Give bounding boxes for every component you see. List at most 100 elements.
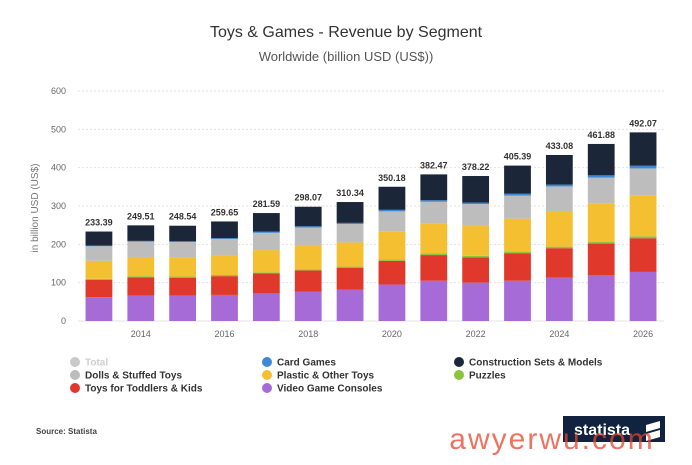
y-tick-label: 300 bbox=[51, 201, 66, 211]
bar-segment bbox=[587, 177, 615, 204]
bar-segment bbox=[169, 277, 197, 296]
bar-segment bbox=[252, 273, 280, 294]
bar-segment bbox=[629, 165, 657, 169]
x-tick-label: 2020 bbox=[382, 329, 402, 339]
legend-label: Puzzles bbox=[469, 371, 506, 382]
total-value-label: 378.22 bbox=[462, 162, 490, 172]
y-tick-label: 200 bbox=[51, 239, 66, 249]
legend-label: Card Games bbox=[277, 358, 336, 369]
bar-segment bbox=[336, 224, 364, 243]
total-value-label: 259.65 bbox=[211, 207, 239, 217]
bar-segment bbox=[629, 238, 657, 272]
total-value-label: 310.34 bbox=[336, 188, 364, 198]
bar-segment bbox=[85, 279, 113, 298]
bar-segment bbox=[545, 184, 573, 187]
bar-segment bbox=[211, 276, 238, 295]
bar-segment bbox=[127, 240, 155, 242]
legend-label: Total bbox=[85, 358, 108, 369]
bar-segment bbox=[420, 253, 448, 256]
bar-segment bbox=[85, 231, 113, 246]
bar-segment bbox=[211, 275, 238, 277]
legend-label: Video Game Consoles bbox=[277, 384, 383, 395]
bar-segment bbox=[545, 248, 573, 278]
bar-segment bbox=[294, 206, 322, 227]
bar-segment bbox=[420, 223, 448, 254]
bar-segment bbox=[504, 251, 531, 254]
total-value-label: 405.39 bbox=[504, 152, 532, 162]
bar-segment bbox=[462, 257, 490, 283]
bar-segment bbox=[420, 174, 448, 201]
bar-segment bbox=[378, 260, 406, 285]
bar-segment bbox=[462, 225, 490, 256]
bar-segment bbox=[127, 225, 155, 241]
bar-segment bbox=[85, 246, 113, 261]
bar-segment bbox=[294, 226, 322, 228]
total-value-label: 492.07 bbox=[629, 118, 657, 128]
legend-marker bbox=[70, 370, 80, 380]
bar-segment bbox=[252, 250, 280, 273]
bar-segment bbox=[336, 242, 364, 267]
bar-segment bbox=[294, 245, 322, 270]
source-note: Source: Statista bbox=[36, 427, 97, 436]
bar-segment bbox=[169, 276, 197, 278]
bar-segment bbox=[127, 256, 155, 277]
bar-segment bbox=[504, 195, 531, 219]
bar-segment bbox=[336, 266, 364, 268]
bar-segment bbox=[545, 186, 573, 211]
y-tick-label: 400 bbox=[51, 163, 66, 173]
bar-segment bbox=[545, 246, 573, 249]
bar-segment bbox=[504, 218, 531, 252]
chart-subtitle: Worldwide (billion USD (US$)) bbox=[259, 49, 434, 64]
bar-segment bbox=[545, 210, 573, 247]
bar-segment bbox=[587, 241, 615, 244]
bar-segment bbox=[294, 270, 322, 292]
bar-segment bbox=[378, 211, 406, 232]
bar-segment bbox=[252, 213, 280, 232]
y-axis-label: in billion USD (US$) bbox=[30, 164, 41, 253]
bar-segment bbox=[545, 277, 573, 321]
y-tick-label: 500 bbox=[51, 124, 66, 134]
grid-lines bbox=[78, 90, 664, 322]
y-tick-labels: 0 100 200 300 400 500 600 bbox=[51, 86, 66, 326]
x-tick-label: 2022 bbox=[466, 329, 486, 339]
bar-segment bbox=[378, 259, 406, 261]
statista-brand-text: statista bbox=[574, 422, 630, 439]
bar-segment bbox=[420, 201, 448, 224]
bar-segment bbox=[378, 209, 406, 212]
bar-segment bbox=[127, 295, 155, 321]
x-tick-labels: 2014 2016 2018 2020 2022 2024 2026 bbox=[131, 329, 653, 339]
total-value-labels: 233.39 249.51 248.54 259.65 281.59 298.07 310.… bbox=[85, 118, 657, 227]
total-value-label: 382.47 bbox=[420, 160, 448, 170]
bar-segment bbox=[545, 154, 573, 185]
legend-marker bbox=[454, 357, 464, 367]
bar-segment bbox=[462, 255, 490, 258]
y-tick-label: 0 bbox=[61, 316, 66, 326]
bar-segment bbox=[252, 272, 280, 274]
bar-segment bbox=[252, 293, 280, 321]
bar-segment bbox=[336, 267, 364, 290]
bar-segment bbox=[462, 204, 490, 226]
bar-segment bbox=[462, 282, 490, 321]
bar-segment bbox=[211, 221, 238, 239]
bar-segment bbox=[504, 193, 531, 196]
total-value-label: 461.88 bbox=[587, 130, 615, 140]
bar-segment bbox=[378, 284, 406, 321]
bar-segment bbox=[211, 238, 238, 256]
x-tick-label: 2016 bbox=[214, 329, 234, 339]
legend-label: Construction Sets & Models bbox=[469, 358, 603, 369]
bar-segment bbox=[629, 195, 657, 237]
bar-segment bbox=[587, 143, 615, 176]
bar-segment bbox=[127, 241, 155, 257]
legend-label: Plastic & Other Toys bbox=[277, 371, 375, 382]
x-tick-label: 2026 bbox=[633, 329, 653, 339]
bar-segment bbox=[169, 241, 197, 243]
total-value-label: 248.54 bbox=[169, 212, 197, 222]
statista-logo: statista bbox=[563, 416, 665, 442]
total-value-label: 233.39 bbox=[85, 218, 113, 228]
x-tick-label: 2014 bbox=[131, 329, 151, 339]
legend-marker bbox=[262, 383, 272, 393]
bar-segment bbox=[294, 269, 322, 271]
legend-marker bbox=[70, 357, 80, 367]
